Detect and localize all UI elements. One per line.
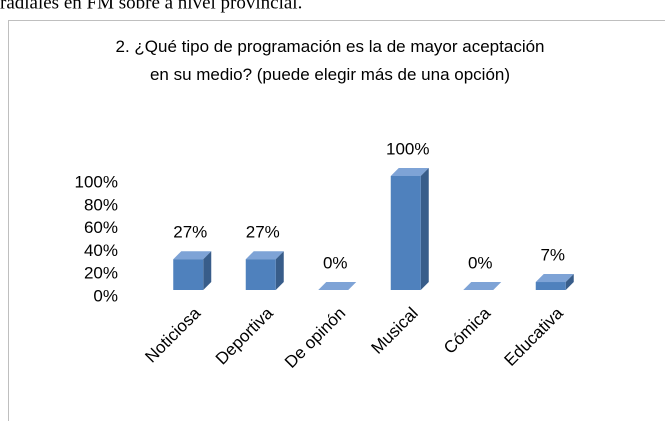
bar-side (565, 274, 574, 290)
bar (173, 251, 212, 290)
bar-side (420, 168, 429, 290)
bar-top (463, 282, 502, 290)
bar-front (173, 259, 204, 290)
chart-title: 2. ¿Qué tipo de programación es la de ma… (115, 37, 544, 84)
bar-top (173, 251, 212, 260)
bar-top (390, 168, 429, 176)
data-label: 0% (468, 253, 493, 272)
bar-side (203, 251, 212, 290)
data-label: 7% (540, 246, 565, 265)
x-tick-label: Noticiosa (141, 303, 204, 366)
x-tick-label: Educativa (501, 303, 568, 370)
bar-side (275, 251, 284, 290)
bar-front (390, 176, 421, 290)
y-tick-label: 0% (93, 286, 118, 305)
bar (245, 251, 284, 290)
data-label: 27% (246, 223, 280, 242)
bar (390, 168, 429, 290)
bar-top (318, 282, 357, 290)
data-label: 0% (323, 253, 348, 272)
y-tick-label: 100% (75, 172, 118, 191)
x-tick-label: Cómica (440, 303, 495, 358)
bar-top (535, 274, 574, 283)
y-tick-label: 60% (84, 218, 118, 237)
bar (463, 282, 502, 290)
bar (318, 282, 357, 290)
bar-front (245, 259, 276, 290)
bar-front (535, 282, 566, 290)
data-label: 27% (173, 223, 207, 242)
y-tick-label: 20% (84, 264, 118, 283)
y-tick-label: 80% (84, 195, 118, 214)
data-label: 100% (386, 139, 429, 158)
document-text: radiales en FM sobre a nivel provincial. (0, 0, 302, 13)
bar (535, 274, 574, 290)
x-tick-label: Deportiva (212, 303, 277, 368)
y-tick-label: 40% (84, 241, 118, 260)
x-tick-label: Musical (368, 304, 422, 358)
x-tick-label: De opinón (281, 304, 349, 372)
chart-border (8, 20, 665, 421)
bar-top (245, 251, 284, 260)
